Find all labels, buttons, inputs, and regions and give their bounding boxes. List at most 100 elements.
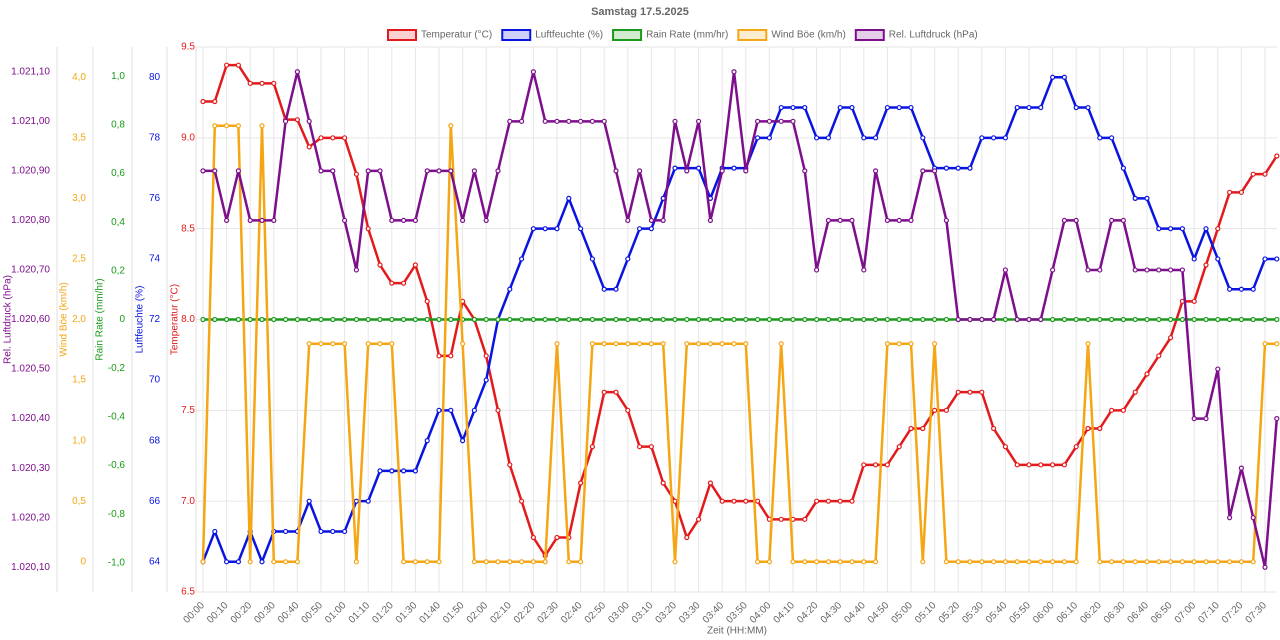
- data-point: [1191, 298, 1197, 304]
- data-point: [1215, 226, 1221, 232]
- data-point: [1203, 316, 1209, 323]
- data-point: [365, 316, 371, 323]
- data-point: [908, 341, 914, 347]
- x-tick-label: 06:20: [1078, 600, 1104, 626]
- data-point: [837, 104, 843, 111]
- y-tick-label: 3,5: [72, 132, 86, 143]
- data-point: [896, 104, 902, 111]
- x-tick-label: 03:10: [630, 600, 656, 626]
- data-point: [259, 217, 265, 224]
- data-point: [825, 316, 832, 323]
- data-point: [577, 559, 584, 565]
- data-point: [802, 559, 808, 565]
- data-point: [483, 377, 489, 383]
- data-point: [613, 341, 619, 347]
- data-point: [294, 117, 300, 123]
- data-point: [979, 389, 985, 395]
- data-point: [766, 559, 773, 565]
- data-point: [1226, 189, 1233, 195]
- y-tick-label: 0,4: [111, 217, 125, 228]
- data-point: [448, 407, 454, 413]
- data-point: [861, 316, 867, 323]
- data-point: [990, 425, 997, 432]
- data-point: [377, 341, 383, 347]
- data-point: [401, 217, 407, 224]
- data-point: [518, 316, 525, 323]
- data-point: [648, 341, 655, 347]
- data-point: [247, 217, 253, 224]
- x-tick-label: 06:00: [1031, 600, 1057, 626]
- data-point: [636, 226, 643, 232]
- legend-label: Wind Böe (km/h): [771, 30, 845, 41]
- data-point: [920, 135, 926, 141]
- data-point: [283, 528, 289, 535]
- x-tick-label: 07:30: [1244, 600, 1270, 626]
- data-point: [589, 316, 596, 323]
- x-tick-label: 00:20: [229, 600, 255, 626]
- data-point: [1108, 407, 1115, 413]
- data-point: [589, 341, 596, 347]
- data-point: [1179, 316, 1186, 323]
- data-point: [1156, 316, 1162, 323]
- data-point: [424, 168, 430, 174]
- data-point: [943, 316, 950, 323]
- data-point: [1274, 316, 1280, 323]
- data-point: [318, 341, 324, 347]
- data-point: [920, 559, 926, 565]
- data-point: [554, 341, 560, 347]
- data-point: [247, 316, 253, 323]
- data-point: [625, 256, 631, 262]
- data-point: [1108, 316, 1115, 323]
- data-point: [412, 468, 418, 474]
- data-point: [743, 341, 749, 347]
- data-point: [931, 168, 938, 174]
- data-point: [931, 341, 938, 347]
- data-point: [636, 168, 643, 174]
- data-point: [507, 286, 513, 292]
- data-point: [943, 165, 950, 171]
- data-point: [507, 462, 513, 468]
- x-tick-label: 03:50: [724, 600, 750, 626]
- data-point: [754, 559, 761, 565]
- data-point: [483, 353, 489, 359]
- data-point: [294, 69, 300, 75]
- data-point: [306, 498, 312, 504]
- data-point: [719, 498, 725, 504]
- legend-label: Rain Rate (mm/hr): [646, 30, 728, 41]
- data-point: [754, 118, 761, 124]
- data-point: [247, 80, 253, 86]
- data-point: [837, 217, 843, 224]
- data-point: [660, 316, 666, 323]
- data-point: [1156, 559, 1162, 565]
- data-point: [306, 144, 312, 150]
- y-tick-label: 1.021,00: [11, 116, 50, 127]
- data-point: [943, 217, 950, 224]
- data-point: [554, 316, 560, 323]
- data-point: [743, 498, 749, 504]
- x-tick-label: 05:10: [913, 600, 939, 626]
- data-point: [695, 516, 702, 522]
- data-point: [790, 104, 796, 111]
- x-tick-label: 00:50: [300, 600, 326, 626]
- data-point: [1085, 425, 1091, 432]
- data-point: [589, 444, 596, 450]
- data-point: [1097, 267, 1103, 273]
- x-tick-label: 01:50: [441, 600, 467, 626]
- data-point: [967, 316, 973, 323]
- data-point: [979, 135, 985, 141]
- data-point: [1250, 286, 1256, 292]
- data-point: [601, 316, 607, 323]
- data-point: [731, 165, 737, 171]
- y-tick-label: 0,8: [111, 119, 125, 130]
- x-tick-label: 00:10: [205, 600, 231, 626]
- data-point: [1132, 559, 1138, 565]
- data-point: [1049, 462, 1056, 468]
- data-point: [908, 316, 914, 323]
- data-point: [601, 286, 607, 292]
- x-tick-label: 04:50: [866, 600, 892, 626]
- data-point: [1191, 415, 1197, 422]
- data-point: [884, 316, 891, 323]
- y-axis-title: Rain Rate (mm/hr): [95, 278, 106, 360]
- data-point: [1215, 366, 1221, 372]
- data-point: [672, 498, 678, 504]
